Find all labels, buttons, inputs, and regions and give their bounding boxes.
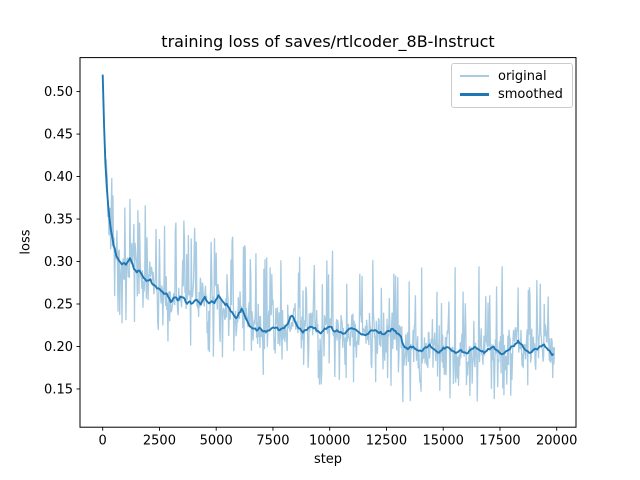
x-tick-label: 0: [99, 434, 107, 449]
x-tick-label: 15000: [423, 434, 464, 449]
series-original-line: [102, 76, 556, 403]
x-tick-label: 7500: [256, 434, 289, 449]
y-tick-label: 0.15: [44, 382, 73, 397]
chart-title: training loss of saves/rtlcoder_8B-Instr…: [161, 32, 495, 51]
y-tick-label: 0.40: [44, 170, 73, 185]
legend-item-original: original: [452, 67, 572, 85]
series-smoothed-line: [101, 74, 555, 356]
legend-label-original: original: [498, 68, 547, 84]
y-tick-label: 0.25: [44, 298, 73, 313]
x-tick-label: 17500: [479, 434, 520, 449]
y-tick-label: 0.35: [44, 213, 73, 228]
x-axis-label: step: [313, 452, 343, 467]
plot-frame: [79, 57, 577, 428]
x-tick-label: 5000: [200, 434, 233, 449]
y-tick-label: 0.30: [44, 255, 73, 270]
legend-label-smoothed: smoothed: [498, 87, 563, 103]
x-tick-label: 10000: [309, 434, 350, 449]
legend-item-smoothed: smoothed: [452, 86, 572, 104]
x-tick-label: 2500: [143, 434, 176, 449]
smoothed-line-swatch: [460, 93, 489, 97]
legend: original smoothed: [451, 63, 573, 108]
x-tick-label: 20000: [536, 434, 577, 449]
y-tick-label: 0.50: [44, 85, 73, 100]
y-tick-label: 0.45: [44, 128, 73, 143]
y-axis-label: loss: [18, 229, 34, 255]
x-tick-label: 12500: [366, 434, 407, 449]
original-line-swatch: [460, 75, 489, 78]
y-tick-label: 0.20: [44, 340, 73, 355]
